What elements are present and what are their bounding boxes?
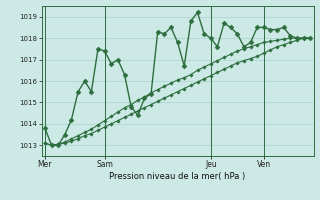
X-axis label: Pression niveau de la mer( hPa ): Pression niveau de la mer( hPa ) <box>109 172 246 181</box>
